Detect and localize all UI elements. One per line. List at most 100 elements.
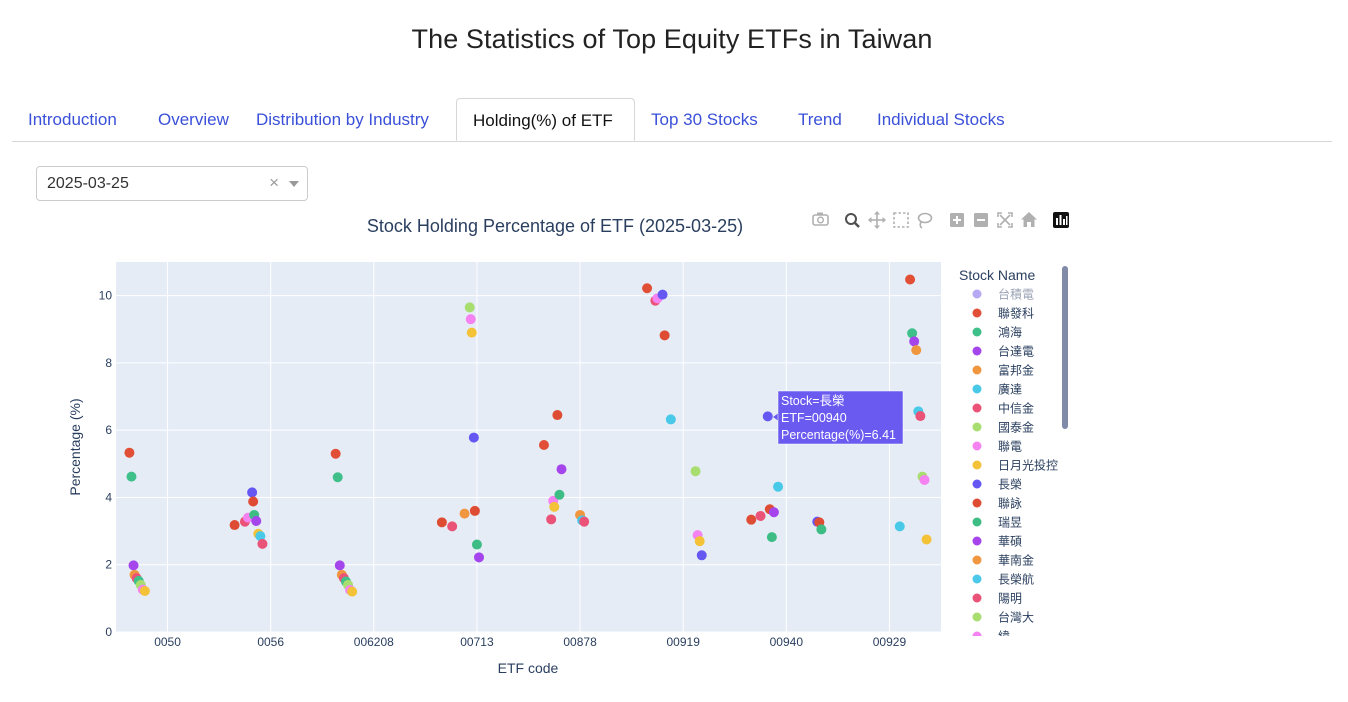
data-point[interactable] xyxy=(755,510,766,521)
legend-label: 國泰金 xyxy=(998,420,1034,435)
tab-trend[interactable]: Trend xyxy=(798,110,842,129)
tab-distribution-by-industry[interactable]: Distribution by Industry xyxy=(256,110,429,129)
legend-item[interactable]: 華碩 xyxy=(972,535,1023,549)
legend-item[interactable]: 富邦金 xyxy=(972,363,1035,378)
plotly-logo-icon[interactable] xyxy=(1053,212,1069,228)
data-point[interactable] xyxy=(247,487,258,498)
tab-top-30-stocks[interactable]: Top 30 Stocks xyxy=(651,110,758,129)
data-point[interactable] xyxy=(546,514,557,525)
legend-item[interactable]: 長榮 xyxy=(972,478,1023,492)
pan-icon[interactable] xyxy=(868,211,886,229)
x-tick-label: 00919 xyxy=(667,635,701,649)
data-point[interactable] xyxy=(474,552,484,563)
legend-item[interactable]: 台灣大 xyxy=(972,610,1035,625)
reset-axes-icon[interactable] xyxy=(1021,212,1037,227)
autoscale-icon[interactable] xyxy=(997,212,1013,228)
data-point[interactable] xyxy=(330,448,341,459)
data-point[interactable] xyxy=(459,508,470,519)
data-point[interactable] xyxy=(126,471,137,482)
data-point[interactable] xyxy=(552,410,563,421)
data-point[interactable] xyxy=(907,328,918,339)
data-point[interactable] xyxy=(471,539,482,550)
tab-individual-stocks[interactable]: Individual Stocks xyxy=(877,110,1005,129)
data-point[interactable] xyxy=(766,532,777,543)
tab-introduction[interactable]: Introduction xyxy=(28,110,117,129)
data-point[interactable] xyxy=(657,289,668,300)
data-point[interactable] xyxy=(921,534,932,545)
data-point[interactable] xyxy=(905,274,916,285)
data-point[interactable] xyxy=(229,520,240,531)
zoom-icon[interactable] xyxy=(845,213,860,228)
legend-item[interactable]: 長榮航 xyxy=(972,572,1035,587)
legend-item[interactable]: 中信金 xyxy=(972,401,1035,416)
camera-icon[interactable] xyxy=(812,212,829,226)
legend-item[interactable]: 廣達 xyxy=(972,383,1023,397)
legend-item[interactable]: 國泰金 xyxy=(972,420,1035,435)
data-point[interactable] xyxy=(469,505,480,516)
data-point[interactable] xyxy=(579,516,590,527)
data-point[interactable] xyxy=(554,489,565,500)
data-point[interactable] xyxy=(556,464,567,475)
y-tick-label: 8 xyxy=(105,356,112,370)
legend-item[interactable]: 聯電 xyxy=(972,440,1023,454)
data-point[interactable] xyxy=(538,439,549,450)
data-point[interactable] xyxy=(549,501,560,512)
legend-item[interactable]: 台達電 xyxy=(972,344,1035,359)
legend-item[interactable]: 陽明 xyxy=(972,592,1023,606)
data-point[interactable] xyxy=(915,411,926,422)
x-tick-label: 00940 xyxy=(770,635,804,649)
data-point[interactable] xyxy=(257,538,268,549)
data-point[interactable] xyxy=(894,521,905,532)
data-point[interactable] xyxy=(762,411,773,422)
lasso-icon[interactable] xyxy=(917,212,933,229)
legend-item[interactable]: 緯 xyxy=(972,629,1011,644)
data-point[interactable] xyxy=(128,560,139,571)
data-point[interactable] xyxy=(696,550,707,561)
data-point[interactable] xyxy=(468,432,479,443)
data-point[interactable] xyxy=(665,414,676,425)
data-point[interactable] xyxy=(436,517,447,528)
data-point[interactable] xyxy=(251,516,262,526)
legend-item[interactable]: 鴻海 xyxy=(972,325,1023,340)
data-point[interactable] xyxy=(773,481,784,492)
legend-item[interactable]: 華南金 xyxy=(972,553,1035,568)
data-point[interactable] xyxy=(248,496,259,507)
legend-item[interactable]: 瑞昱 xyxy=(972,516,1023,530)
data-point[interactable] xyxy=(768,507,779,518)
legend-item[interactable]: 聯詠 xyxy=(972,496,1023,511)
data-point[interactable] xyxy=(690,466,701,477)
chevron-down-icon[interactable] xyxy=(289,181,299,187)
data-point[interactable] xyxy=(746,514,757,525)
data-point[interactable] xyxy=(816,524,827,535)
legend-scrollbar[interactable] xyxy=(1062,266,1068,429)
clear-icon[interactable]: × xyxy=(269,173,279,192)
legend-item[interactable]: 聯發科 xyxy=(972,306,1035,321)
tab-overview[interactable]: Overview xyxy=(158,110,229,129)
data-point[interactable] xyxy=(919,474,930,485)
date-select[interactable]: 2025-03-25 × xyxy=(36,166,308,201)
zoom-in-icon[interactable] xyxy=(950,213,964,227)
data-point[interactable] xyxy=(642,283,653,294)
data-point[interactable] xyxy=(334,560,345,571)
legend-label: 台灣大 xyxy=(998,610,1034,625)
data-point[interactable] xyxy=(255,531,266,542)
data-point[interactable] xyxy=(466,327,477,338)
data-point[interactable] xyxy=(332,472,343,483)
data-point[interactable] xyxy=(659,330,670,341)
box-select-icon[interactable] xyxy=(893,212,909,228)
data-point[interactable] xyxy=(347,586,358,597)
data-point[interactable] xyxy=(909,336,920,347)
legend-item[interactable]: 台積電 xyxy=(972,287,1035,302)
data-point[interactable] xyxy=(911,345,922,356)
data-point[interactable] xyxy=(447,521,458,532)
data-point[interactable] xyxy=(464,302,475,313)
data-point[interactable] xyxy=(139,585,150,596)
x-tick-label: 00713 xyxy=(460,635,494,649)
zoom-out-icon[interactable] xyxy=(974,213,988,227)
legend-item[interactable]: 日月光投控 xyxy=(972,458,1059,473)
tab-holding-of-etf[interactable]: Holding(%) of ETF xyxy=(456,98,635,141)
data-point[interactable] xyxy=(694,536,705,547)
data-point[interactable] xyxy=(465,314,476,325)
data-point[interactable] xyxy=(124,447,135,458)
plot-area[interactable] xyxy=(116,262,941,632)
